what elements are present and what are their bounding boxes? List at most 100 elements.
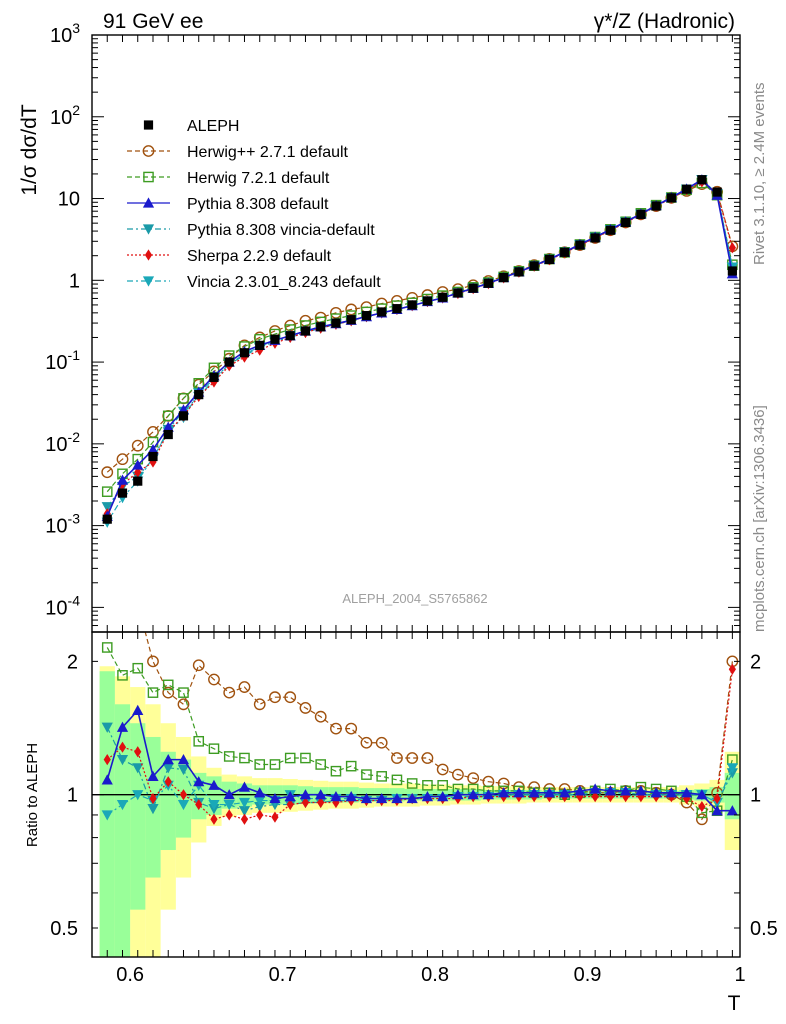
main-series-0-point: [438, 292, 448, 302]
ratio-series-2-point: [223, 789, 235, 800]
main-series-0-point: [712, 187, 722, 197]
ratio-series-2-point: [452, 789, 464, 800]
main-series-0-point: [453, 288, 463, 298]
main-y-tick-exp: 2: [72, 102, 80, 118]
main-series-0-point: [270, 334, 280, 344]
main-series-0-point: [300, 326, 311, 336]
ratio-series-4-point: [271, 811, 279, 823]
ratio-series-1-point: [254, 759, 266, 770]
ratio-series-1-point: [300, 752, 311, 764]
main-y-tick-label: 10-3: [45, 511, 80, 538]
ratio-series-4-point: [728, 663, 736, 675]
ratio-series-2-point: [437, 791, 449, 802]
legend-marker: [142, 145, 155, 157]
legend-label: Sherpa 2.2.9 default: [187, 248, 332, 265]
header-right-title: γ*/Z (Hadronic): [594, 10, 735, 33]
ratio-series-2-point: [696, 789, 708, 800]
legend: ALEPH Herwig++ 2.7.1 default Herwig 7.2.1 …: [127, 118, 381, 291]
ratio-series-0-point: [223, 686, 236, 699]
main-y-tick-base: 10: [50, 107, 72, 129]
legend-label: Pythia 8.308 vincia-default: [187, 222, 375, 239]
ratio-series-0-point: [162, 686, 175, 699]
ratio-series-5-point: [223, 799, 235, 811]
ratio-series-4-point: [317, 796, 325, 809]
ratio-series-2-point: [147, 770, 159, 781]
ratio-series-2-point: [498, 787, 510, 798]
ratio-series-3-point: [101, 722, 113, 733]
ratio-series-5-point: [208, 799, 220, 811]
ratio-series-3-point: [132, 763, 144, 774]
ratio-series-2-point: [116, 721, 129, 732]
ratio-series-4-point: [683, 792, 691, 805]
ratio-series-0-point: [102, 533, 112, 543]
ratio-series-0-line: [144, 632, 733, 821]
legend-label: Herwig 7.2.1 default: [187, 170, 330, 187]
ratio-series-1-line: [106, 647, 733, 814]
ratio-series-2-point: [162, 754, 174, 765]
ratio-series-0-point: [421, 752, 434, 764]
ratio-y-tick-label-right: 2: [750, 651, 761, 673]
ratio-series-2-point: [391, 792, 403, 804]
ratio-series-1-point: [361, 769, 372, 780]
main-series-0-point: [377, 307, 387, 317]
main-series-0-point: [178, 411, 189, 421]
ratio-series-0-point: [360, 736, 373, 749]
main-series-0-point: [194, 390, 204, 400]
ratio-series-3-point: [177, 764, 190, 776]
main-y-tick-base: 10: [45, 352, 67, 374]
ratio-series-4-point: [134, 746, 142, 758]
main-y-tick-label: 102: [50, 102, 80, 129]
legend-marker: [142, 224, 155, 235]
ratio-series-1-point: [269, 759, 281, 770]
ratio-series-1-point: [330, 765, 342, 777]
ratio-series-0-point: [269, 691, 281, 704]
ratio-series-5-point: [177, 799, 190, 811]
main-series-0-point: [529, 261, 539, 271]
main-y-tick-label: 103: [50, 20, 80, 47]
main-series-0-point: [560, 247, 570, 257]
ratio-series-0-point: [436, 763, 449, 776]
ratio-series-2-point: [208, 779, 220, 790]
main-series-0-point: [392, 304, 402, 314]
ratio-series-2-point: [193, 776, 205, 787]
ratio-series-0-point: [208, 673, 220, 686]
ratio-series-2-point: [345, 791, 357, 802]
main-series-0-point: [605, 225, 615, 235]
ratio-series-2-point: [528, 787, 540, 798]
main-y-tick-exp: 3: [72, 20, 80, 36]
ratio-series-1-point: [437, 779, 448, 791]
ratio-series-5-point: [726, 763, 738, 774]
ratio-series-1-point: [101, 642, 113, 653]
ratio-series-4-point: [332, 796, 340, 809]
main-series-0-point: [209, 372, 219, 382]
main-series-0-point: [682, 184, 692, 194]
main-series-0-point: [117, 488, 128, 498]
x-tick-label: 0.8: [421, 964, 449, 986]
ratio-series-4-point: [149, 792, 157, 805]
header-left-title: 91 GeV ee: [103, 10, 203, 33]
main-series-0-point: [422, 296, 433, 306]
main-series-0-point: [544, 254, 555, 265]
ratio-series-4-point: [286, 798, 294, 811]
legend-label: Herwig++ 2.7.1 default: [187, 144, 349, 161]
ratio-series-2-point: [665, 787, 677, 798]
x-tick-label: 0.7: [269, 964, 297, 986]
ratio-y-tick-label-left: 2: [67, 651, 78, 673]
main-series-0-point: [285, 331, 295, 341]
ratio-series-0-point: [117, 606, 127, 616]
main-series-0-point: [255, 340, 265, 350]
ratio-series-2-point: [513, 787, 525, 798]
ratio-series-1-point: [132, 662, 144, 674]
ratio-series-1-point: [117, 670, 128, 681]
ratio-series-2-point: [467, 789, 479, 800]
main-y-tick-base: 10: [58, 189, 80, 211]
main-series-0-point: [224, 357, 234, 367]
main-series-5-point: [728, 242, 736, 254]
ratio-series-2-point: [284, 791, 296, 802]
ratio-series-2-point: [376, 792, 388, 804]
ratio-series-4-point: [195, 798, 203, 811]
main-series-2-line: [106, 182, 733, 493]
ratio-series-4-point: [240, 813, 249, 825]
